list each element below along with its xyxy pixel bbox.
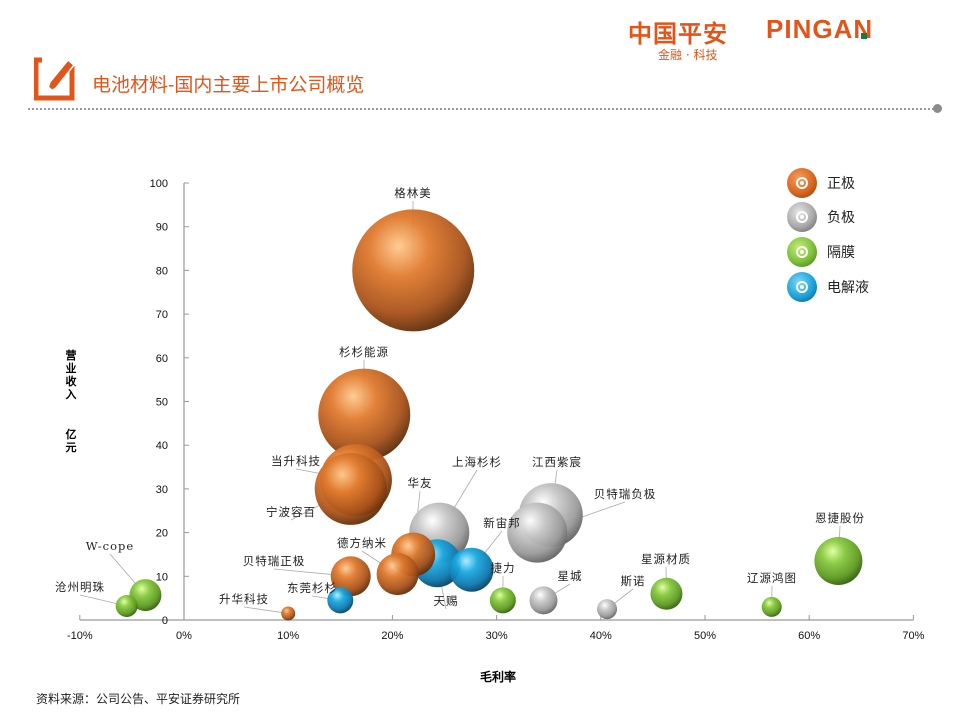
x-tick-label: 10% [277,630,299,642]
bubble-label: 贝特瑞负极 [594,487,657,501]
bubble-label: 辽源鸿图 [747,571,797,585]
x-tick-label: 30% [486,630,508,642]
bubble-升华科技 [281,606,296,621]
y-tick-label: 80 [156,265,168,277]
bubble-label: 东莞杉杉 [287,581,337,595]
y-tick-label: 20 [156,528,168,540]
bubble-label: 斯诺 [621,574,646,588]
brand-slogan: 金融 · 科技 [658,48,718,62]
bubble-星城 [529,586,558,615]
y-tick-label: 90 [156,222,168,234]
legend-item-cathode: 正极 [787,168,855,198]
bubble-label: 格林美 [394,186,432,200]
legend-swatch-icon [787,237,817,267]
bubble-label: 星城 [558,569,583,583]
bubble-W-cope [129,579,162,612]
bubble-贝特瑞负极 [507,502,568,563]
bubble-label: W-cope [86,539,134,553]
y-tick-label: 70 [156,309,168,321]
bubble-label: 华友 [408,476,433,490]
bubble-label: 恩捷股份 [815,511,865,525]
bubble-label: 德方纳米 [337,536,387,550]
x-tick-label: 70% [902,630,924,642]
pencil-edit-icon [34,56,76,101]
brand-logo-cn: 中国平安 [628,20,728,48]
bubble-label: 杉杉能源 [339,345,389,359]
bubble-label: 上海杉杉 [452,455,502,469]
bubble-捷力 [489,587,516,614]
bubble-杉杉能源 [318,368,411,461]
bubble-斯诺 [597,599,618,620]
bubble-label: 天赐 [434,594,459,608]
y-axis-unit: 亿元 [65,428,77,454]
x-tick-label: 60% [798,630,820,642]
x-tick-label: 40% [590,630,612,642]
bubble-恩捷股份 [814,537,863,586]
bubble-label: 当升科技 [271,454,321,468]
bubble-label: 新宙邦 [483,516,521,530]
y-tick-label: 30 [156,484,168,496]
x-tick-label: 50% [694,630,716,642]
bubble-德方纳米 [376,553,419,596]
y-axis-label: 营业收入 [65,349,77,401]
y-tick-label: 100 [150,178,168,190]
x-tick-label: 20% [381,630,403,642]
legend-swatch-icon [787,168,817,198]
y-tick-label: 50 [156,397,168,409]
bubble-沧州明珠 [115,595,138,618]
legend-swatch-icon [787,272,817,302]
brand-logo-accent [861,33,867,39]
bubble-label: 升华科技 [219,592,269,606]
bubble-辽源鸿图 [761,596,782,617]
legend-item-electrolyte: 电解液 [787,272,869,302]
y-tick-label: 10 [156,571,168,583]
bubble-宁波容百 [314,452,387,525]
brand-logo-en: PINGAN [766,14,874,44]
bubble-label: 贝特瑞正极 [243,554,306,568]
bubble-label: 捷力 [491,561,516,575]
bubble-东莞杉杉 [327,587,354,614]
bubble-星源材质 [650,577,683,610]
bubble-label: 沧州明珠 [55,580,105,594]
legend-item-separator: 隔膜 [787,237,855,267]
y-tick-label: 60 [156,353,168,365]
x-tick-label: -10% [67,630,93,642]
bubble-label: 星源材质 [641,552,691,566]
page-title: 电池材料-国内主要上市公司概览 [92,74,365,96]
data-source-note: 资料来源：公司公告、平安证券研究所 [36,692,241,706]
bubble-label: 宁波容百 [266,505,316,519]
x-axis-label: 毛利率 [480,670,517,684]
legend-item-anode: 负极 [787,202,855,232]
x-tick-label: 0% [176,630,192,642]
header-divider [28,108,934,110]
bubble-label: 江西紫宸 [532,455,582,469]
divider-endpoint [933,104,942,113]
bubbles [115,209,863,621]
bubble-贝特瑞正极 [330,556,371,597]
y-tick-label: 0 [162,615,168,627]
bubble-格林美 [352,209,475,332]
bubble-新宙邦 [449,547,494,592]
legend-swatch-icon [787,202,817,232]
y-tick-label: 40 [156,440,168,452]
